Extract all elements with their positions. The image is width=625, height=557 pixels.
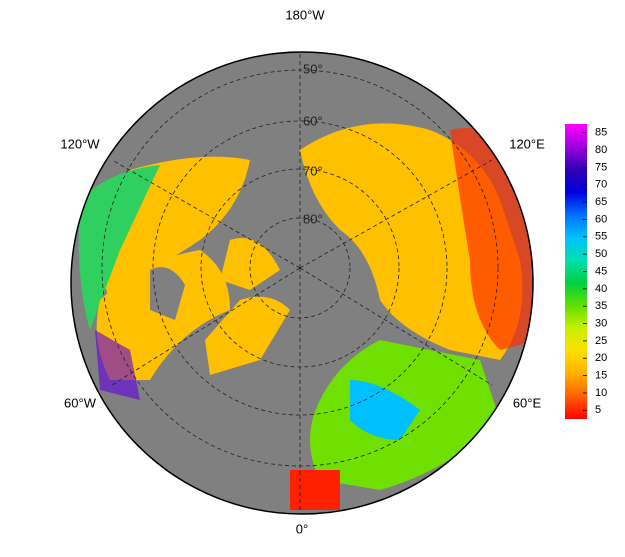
land-archipelago <box>220 238 280 290</box>
colorbar-label: 40 <box>595 283 607 295</box>
colorbar-label: 10 <box>595 387 607 399</box>
colorbar-label: 25 <box>595 335 607 347</box>
colorbar-label: 15 <box>595 370 607 382</box>
land-east-coast <box>95 330 140 400</box>
colorbar-label: 80 <box>595 144 607 156</box>
colorbar-label: 30 <box>595 317 607 329</box>
longitude-label: 60°W <box>64 395 97 410</box>
colorbar <box>565 124 587 419</box>
colorbar-label: 65 <box>595 196 607 208</box>
land-greenland <box>205 296 290 375</box>
colorbar-label: 75 <box>595 161 607 173</box>
colorbar-label: 5 <box>595 404 601 416</box>
land-west <box>78 165 160 330</box>
longitude-label: 120°E <box>509 136 545 151</box>
colorbar-label: 70 <box>595 179 607 191</box>
longitude-label: 180°W <box>285 7 325 22</box>
colorbar-label: 35 <box>595 300 607 312</box>
land-scandinavia <box>350 380 420 440</box>
hudson-bay <box>150 267 185 320</box>
colorbar-label: 45 <box>595 265 607 277</box>
graticule <box>101 52 499 514</box>
colorbar-label: 85 <box>595 127 607 139</box>
land-iberia <box>290 470 340 510</box>
colorbar-label: 55 <box>595 231 607 243</box>
longitude-label: 0° <box>296 521 308 536</box>
longitude-label: 120°W <box>60 136 100 151</box>
map-body <box>71 52 533 514</box>
colorbar-label: 20 <box>595 352 607 364</box>
latitude-label: 60° <box>303 113 323 128</box>
colorbar-label: 50 <box>595 248 607 260</box>
colorbar-label: 60 <box>595 213 607 225</box>
longitude-label: 60°E <box>513 395 542 410</box>
latitude-label: 70° <box>303 163 323 178</box>
latitude-label: 50° <box>303 61 323 76</box>
latitude-label: 80° <box>303 211 323 226</box>
map-border <box>70 51 534 515</box>
